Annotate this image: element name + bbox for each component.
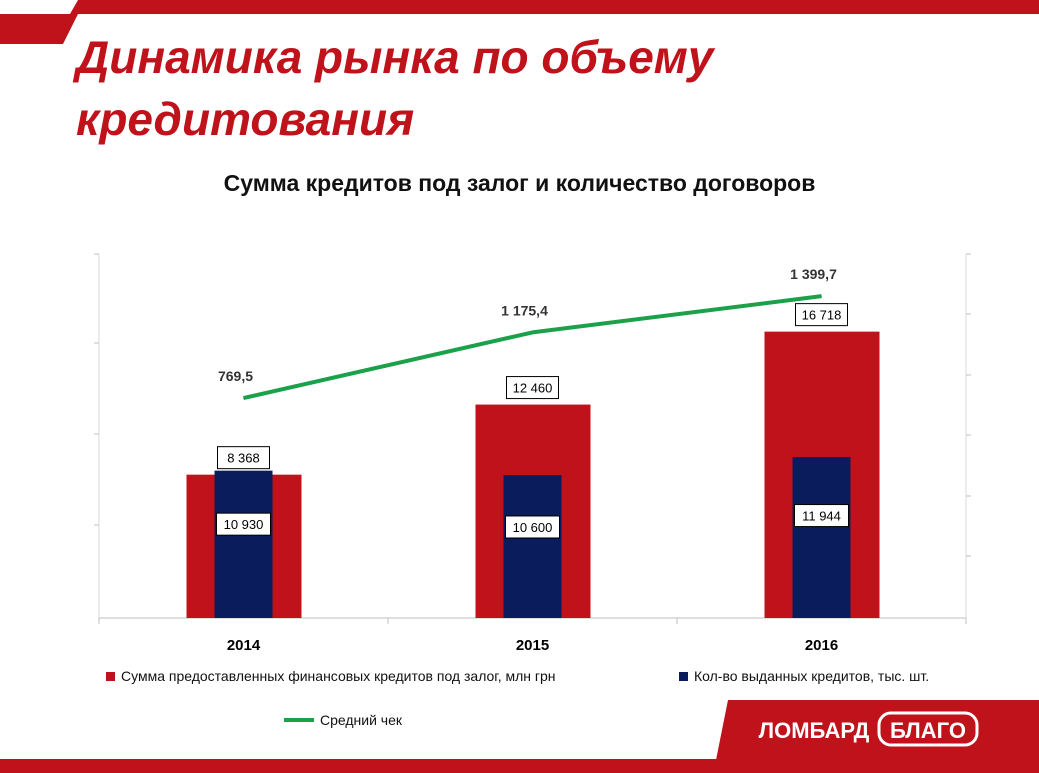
legend-label-average-check: Средний чек <box>320 712 402 728</box>
data-label-average-check-2015: 1 175,4 <box>501 302 548 318</box>
x-tick-label-2014: 2014 <box>227 637 261 654</box>
data-label-average-check-2016: 1 399,7 <box>790 266 837 282</box>
legend-label-credit-count: Кол-во выданных кредитов, тыс. шт. <box>694 668 929 684</box>
legend-swatch-red <box>106 672 115 681</box>
chart-area: 8 368 10 930 2014 12 460 10 600 2015 16 718 11 … <box>94 254 971 654</box>
legend-item-credit-sum: Сумма предоставленных финансовых кредито… <box>106 668 556 684</box>
logo-text-left: ЛОМБАРД <box>759 718 870 743</box>
point-average-check-2014 <box>243 398 244 399</box>
legend-swatch-green <box>284 718 314 722</box>
chart-title: Сумма кредитов под залог и количество до… <box>0 170 1039 197</box>
legend-label-credit-sum: Сумма предоставленных финансовых кредито… <box>121 668 556 684</box>
point-average-check-2015 <box>532 332 533 333</box>
data-label-credit-sum-2014: 8 368 <box>227 451 260 466</box>
bar-credit-count-2015 <box>504 475 562 618</box>
data-label-credit-count-2016: 11 944 <box>802 509 841 524</box>
page-title-line-2: кредитования <box>76 92 414 146</box>
legend-item-credit-count: Кол-во выданных кредитов, тыс. шт. <box>679 668 929 684</box>
x-tick-label-2016: 2016 <box>805 637 838 654</box>
legend-swatch-navy <box>679 672 688 681</box>
bar-credit-count-2014 <box>215 471 273 618</box>
data-label-credit-count-2014: 10 930 <box>224 517 264 532</box>
page-title-line-1: Динамика рынка по объему <box>76 30 713 84</box>
x-tick-label-2015: 2015 <box>516 637 549 654</box>
company-logo: ЛОМБАРД БЛАГО <box>716 700 1039 760</box>
point-average-check-2016 <box>821 296 822 297</box>
logo-text-right: БЛАГО <box>890 718 966 743</box>
data-label-credit-sum-2016: 16 718 <box>802 308 842 323</box>
data-label-credit-count-2015: 10 600 <box>513 520 553 535</box>
data-label-credit-sum-2015: 12 460 <box>513 381 553 396</box>
legend-item-average-check: Средний чек <box>284 712 402 728</box>
top-left-corner <box>0 14 78 44</box>
data-label-average-check-2014: 769,5 <box>218 368 253 384</box>
bottom-stripe <box>0 759 1039 773</box>
top-stripe <box>70 0 1039 14</box>
bar-credit-count-2016 <box>793 457 851 618</box>
